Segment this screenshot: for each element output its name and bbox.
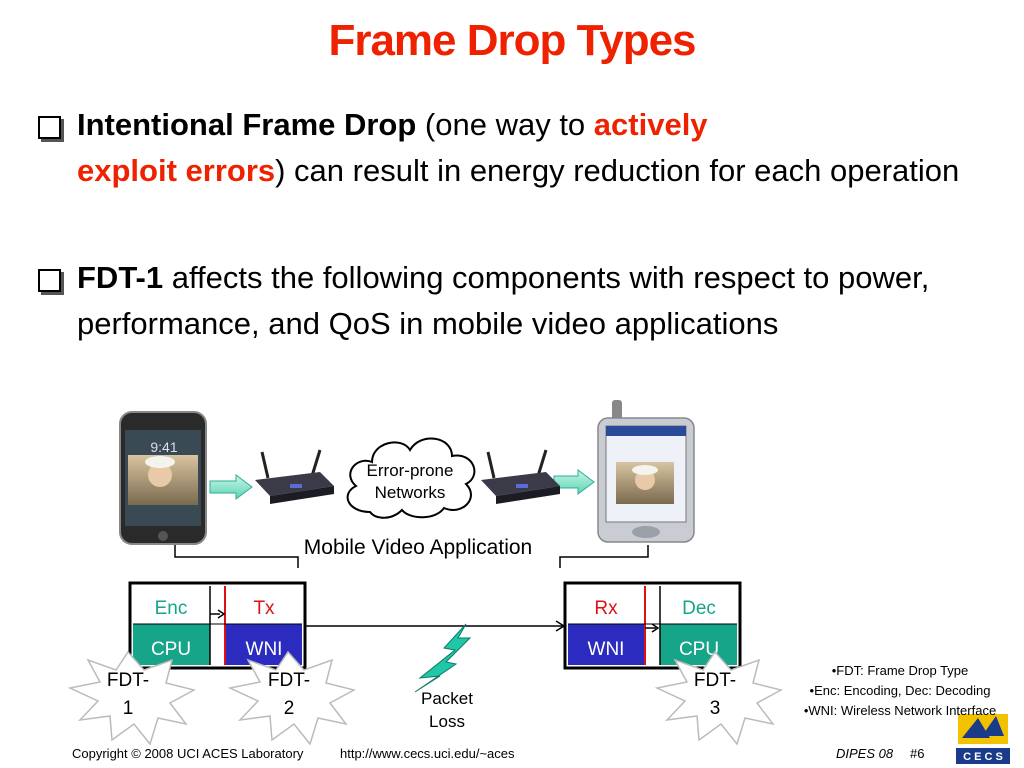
- cecs-logo: [956, 714, 1010, 764]
- packet-loss-label: Packet: [421, 689, 473, 708]
- packet-loss-label: Loss: [429, 712, 465, 731]
- wireless-router-icon: [481, 449, 560, 504]
- enc-cell: Enc: [155, 598, 188, 619]
- fdt-1-label: 1: [123, 698, 134, 719]
- sender-block: [128, 581, 307, 670]
- receiver-cpu-cell: CPU: [679, 639, 719, 660]
- receiver-wni-cell: WNI: [588, 639, 625, 660]
- wireless-router-icon: [255, 449, 334, 504]
- bullet-bold-text: Intentional Frame Drop: [77, 107, 417, 142]
- lightning-bolt-icon: [414, 623, 472, 693]
- flow-arrow-icon: [209, 474, 253, 500]
- app-label: Mobile Video Application: [304, 536, 532, 559]
- pda-device-icon: [597, 400, 695, 543]
- footer-venue: DIPES 08: [836, 746, 894, 761]
- bullet-emphasis: exploit errors: [77, 153, 276, 188]
- network-cloud-icon: [346, 437, 476, 519]
- rx-cell: Rx: [594, 598, 618, 619]
- internal-arrow-icon: [210, 609, 226, 619]
- note-fdt: •FDT: Frame Drop Type: [831, 663, 969, 678]
- burst-shape-icon: [67, 650, 197, 746]
- bullet-text: (one way to: [416, 107, 594, 142]
- smartphone-icon: [119, 411, 207, 545]
- checkbox-bullet-icon: [38, 269, 61, 292]
- phone-time: 9:41: [150, 439, 177, 455]
- fdt-3-label: 3: [710, 698, 721, 719]
- note-wni: •WNI: Wireless Network Interface: [803, 703, 997, 718]
- tx-cell: Tx: [253, 598, 275, 619]
- footer-slide-number: #6: [910, 746, 925, 761]
- sender-wni-cell: WNI: [246, 639, 283, 660]
- bullet-intentional-frame-drop: Intentional Frame Drop (one way to activ…: [38, 102, 968, 194]
- checkbox-bullet-icon: [38, 116, 61, 139]
- internal-arrow-icon: [645, 623, 660, 633]
- receiver-block: [563, 581, 742, 670]
- dec-cell: Dec: [682, 598, 716, 619]
- bullet-emphasis: actively: [593, 107, 708, 142]
- receiver-bracket: [559, 545, 649, 568]
- fdt-2-label: 2: [284, 698, 295, 719]
- bullet-fdt-1: FDT-1 affects the following components w…: [38, 255, 968, 347]
- sender-bracket: [174, 545, 299, 568]
- cloud-label: Error-prone: [367, 461, 454, 480]
- transmission-arrow: [305, 620, 566, 632]
- fdt-3-label: FDT-: [694, 670, 736, 691]
- cecs-logo-text: C E C S: [963, 751, 1003, 763]
- bullet-text: affects the following components with re…: [77, 260, 930, 341]
- note-enc-dec: •Enc: Encoding, Dec: Decoding: [809, 683, 991, 698]
- cloud-label: Networks: [375, 483, 446, 502]
- footer-copyright: Copyright © 2008 UCI ACES Laboratory: [72, 746, 304, 761]
- burst-shape-icon: [227, 650, 357, 746]
- slide-title: Frame Drop Types: [328, 16, 696, 65]
- burst-shape-icon: [654, 650, 784, 746]
- bullet-text: ) can result in energy reduction for eac…: [275, 153, 960, 188]
- fdt-2-label: FDT-: [268, 670, 310, 691]
- legend-notes: •FDT: Frame Drop Type •Enc: Encoding, De…: [780, 661, 1020, 721]
- footer-url: http://www.cecs.uci.edu/~aces: [340, 746, 515, 761]
- bullet-bold-text: FDT-1: [77, 260, 164, 295]
- sender-cpu-cell: CPU: [151, 639, 191, 660]
- fdt-1-label: FDT-: [107, 670, 149, 691]
